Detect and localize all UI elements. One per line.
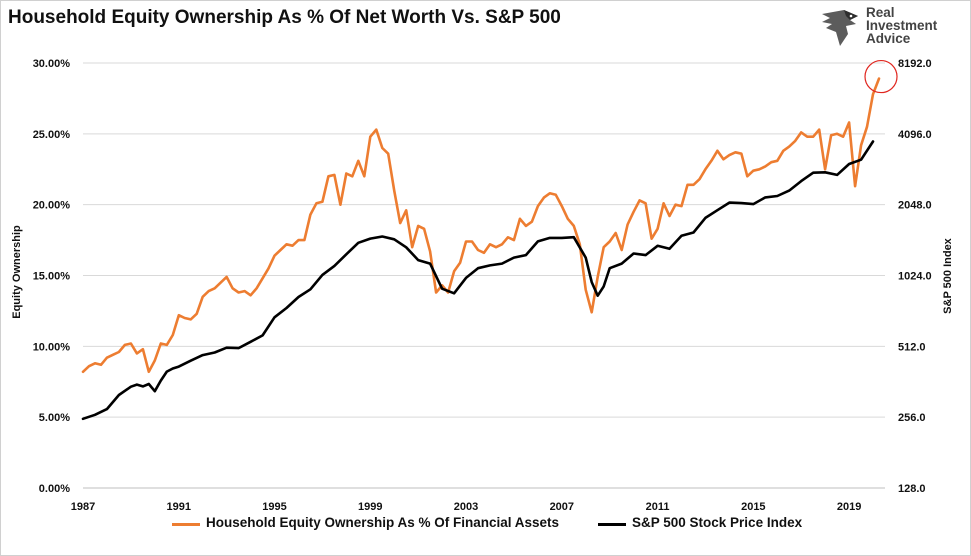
- y-tick-label: 25.00%: [33, 129, 71, 141]
- y2-tick-label: 256.0: [898, 412, 926, 424]
- x-tick-label: 2007: [550, 501, 574, 512]
- y-tick-label: 30.00%: [33, 58, 71, 70]
- y2-tick-label: 8192.0: [898, 58, 932, 70]
- x-tick-label: 2011: [646, 501, 670, 512]
- brand-logo: Real Investment Advice: [818, 6, 948, 48]
- logo-text: Real Investment Advice: [866, 5, 938, 46]
- logo-line-3: Advice: [866, 31, 911, 46]
- series-line-equity: [81, 77, 881, 374]
- x-tick-label: 1999: [358, 501, 382, 512]
- y2-tick-label: 1024.0: [898, 271, 932, 283]
- legend-swatch-sp500: [598, 523, 626, 526]
- x-tick-label: 2003: [454, 501, 478, 512]
- x-tick-label: 1995: [262, 501, 286, 512]
- y-tick-label: 10.00%: [33, 341, 71, 353]
- chart-title: Household Equity Ownership As % Of Net W…: [8, 7, 561, 28]
- logo-line-1: Real: [866, 5, 895, 20]
- x-tick-label: 1987: [71, 501, 95, 512]
- y-tick-label: 20.00%: [33, 200, 71, 212]
- logo-line-2: Investment: [866, 18, 938, 33]
- y2-axis-label: S&P 500 Index: [942, 237, 954, 313]
- x-tick-label: 2015: [741, 501, 765, 512]
- line-chart: 0.00% 5.00% 10.00% 15.00% 20.00% 25.00% 30.00%…: [11, 58, 954, 512]
- eagle-icon: [822, 10, 858, 46]
- legend-swatch-equity: [172, 523, 200, 526]
- series-line-sp500: [81, 140, 875, 421]
- legend-label-sp500: S&P 500 Stock Price Index: [632, 515, 803, 530]
- y-axis-label: Equity Ownership: [11, 225, 23, 319]
- y2-tick-label: 2048.0: [898, 200, 932, 212]
- x-tick-label: 2019: [837, 501, 861, 512]
- y2-tick-label: 128.0: [898, 483, 926, 495]
- legend-label-equity: Household Equity Ownership As % Of Finan…: [206, 515, 560, 530]
- highlight-circle: [864, 59, 898, 94]
- x-tick-label: 1991: [167, 501, 191, 512]
- y-tick-label: 15.00%: [33, 271, 71, 283]
- y2-tick-label: 4096.0: [898, 129, 932, 141]
- y-tick-label: 5.00%: [39, 412, 70, 424]
- y2-tick-label: 512.0: [898, 341, 926, 353]
- chart-legend: Household Equity Ownership As % Of Finan…: [0, 515, 971, 539]
- y-tick-label: 0.00%: [39, 483, 70, 495]
